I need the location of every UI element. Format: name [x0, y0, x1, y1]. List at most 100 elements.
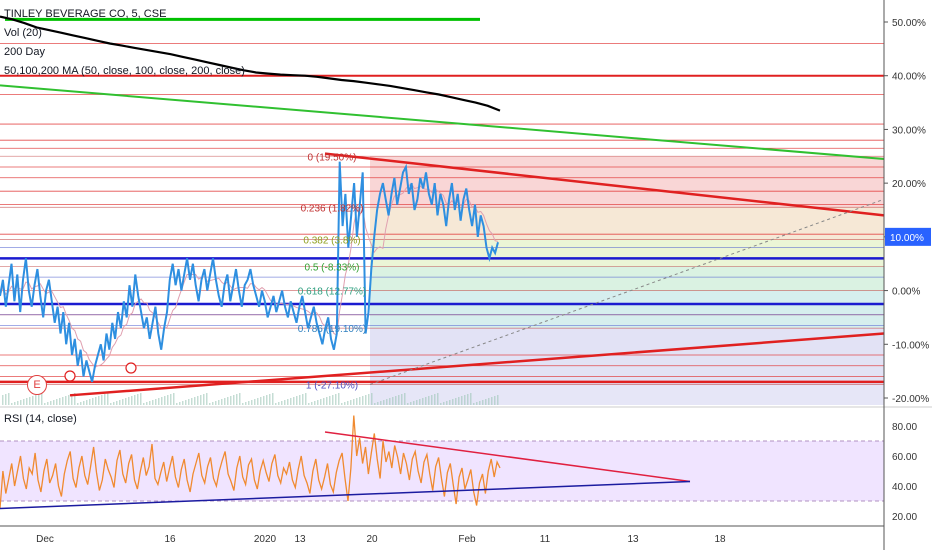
indicator-200day: 200 Day — [4, 46, 45, 58]
fib-label: 0.236 (1.82%) — [301, 203, 364, 214]
volume-bar — [275, 403, 277, 405]
volume-bar — [287, 399, 289, 405]
volume-bar — [104, 394, 106, 405]
volume-bar — [101, 395, 103, 405]
volume-bar — [194, 397, 196, 405]
volume-bar — [125, 398, 127, 405]
volume-bar — [305, 393, 307, 405]
volume-bar — [281, 401, 283, 405]
volume-bar — [446, 401, 448, 405]
volume-bar — [428, 396, 430, 405]
volume-bar — [140, 393, 142, 405]
volume-bar — [218, 400, 220, 405]
volume-bar — [47, 402, 49, 405]
volume-bar — [407, 403, 409, 405]
volume-bar — [365, 395, 367, 405]
volume-bar — [449, 400, 451, 405]
volume-bar — [308, 403, 310, 405]
time-tick-label: 11 — [540, 534, 551, 545]
volume-bar — [491, 397, 493, 405]
volume-bar — [485, 399, 487, 405]
volume-bar — [182, 401, 184, 405]
volume-bar — [395, 396, 397, 405]
volume-bar — [476, 402, 478, 405]
volume-bar — [401, 394, 403, 405]
fib-label: 0.618 (12.77%) — [298, 287, 366, 298]
volume-bar — [176, 403, 178, 405]
rsi-trend-up — [0, 480, 691, 510]
volume-bar — [233, 395, 235, 405]
current-price-label: 10.00% — [890, 233, 924, 244]
volume-bar — [89, 399, 91, 405]
indicator-vol: Vol (20) — [4, 27, 42, 39]
volume-bar — [41, 393, 43, 405]
volume-bar — [23, 399, 25, 405]
volume-bar — [11, 403, 13, 405]
volume-bar — [386, 399, 388, 405]
volume-bar — [257, 398, 259, 405]
volume-bar — [92, 398, 94, 405]
volume-bar — [425, 397, 427, 405]
volume-bar — [347, 401, 349, 405]
volume-bar — [467, 394, 469, 405]
volume-bar — [416, 400, 418, 405]
volume-bar — [413, 401, 415, 405]
volume-bar — [269, 394, 271, 405]
time-tick-label: Dec — [36, 534, 54, 545]
volume-bar — [260, 397, 262, 405]
volume-bar — [206, 393, 208, 405]
rsi-tick-label: 40.00 — [892, 482, 917, 493]
price-tick-label: -20.00% — [892, 394, 929, 405]
volume-bar — [377, 402, 379, 405]
volume-bar — [215, 401, 217, 405]
volume-bar — [212, 402, 214, 405]
time-tick-label: 2020 — [254, 534, 277, 545]
fib-label: 1 (-27.10%) — [306, 381, 358, 392]
chart-title: TINLEY BEVERAGE CO, 5, CSE — [4, 8, 167, 20]
volume-bar — [98, 396, 100, 405]
volume-bar — [29, 397, 31, 405]
volume-bar — [368, 394, 370, 405]
earnings-badge[interactable]: E — [27, 375, 47, 395]
volume-bar — [68, 395, 70, 405]
volume-bar — [356, 398, 358, 405]
volume-bar — [311, 402, 313, 405]
volume-bar — [116, 401, 118, 405]
volume-bar — [185, 400, 187, 405]
volume-bar — [86, 400, 88, 405]
fib-label: 0.5 (-8.33%) — [304, 262, 359, 273]
volume-bar — [155, 399, 157, 405]
price-tick-label: 20.00% — [892, 179, 926, 190]
volume-bar — [95, 397, 97, 405]
price-tick-label: 30.00% — [892, 125, 926, 136]
volume-bar — [239, 393, 241, 405]
volume-bar — [197, 396, 199, 405]
time-tick-label: 13 — [627, 534, 639, 545]
fib-zone — [370, 290, 884, 329]
volume-bar — [266, 395, 268, 405]
volume-bar — [119, 400, 121, 405]
volume-bar — [341, 403, 343, 405]
volume-bar — [188, 399, 190, 405]
volume-bar — [53, 400, 55, 405]
volume-bar — [284, 400, 286, 405]
volume-bar — [302, 394, 304, 405]
fib-zone — [370, 239, 884, 267]
volume-bar — [44, 403, 46, 405]
volume-bar — [371, 393, 373, 405]
volume-bar — [482, 400, 484, 405]
volume-bar — [77, 403, 79, 405]
volume-bar — [221, 399, 223, 405]
time-tick-label: 20 — [366, 534, 378, 545]
volume-bar — [179, 402, 181, 405]
volume-bar — [440, 403, 442, 405]
fib-zone — [370, 328, 884, 385]
volume-bar — [362, 396, 364, 405]
volume-bar — [437, 393, 439, 405]
price-tick-label: 40.00% — [892, 72, 926, 83]
volume-bar — [419, 399, 421, 405]
rsi-tick-label: 60.00 — [892, 452, 917, 463]
volume-bar — [272, 393, 274, 405]
fib-trend-dashed — [369, 198, 885, 386]
